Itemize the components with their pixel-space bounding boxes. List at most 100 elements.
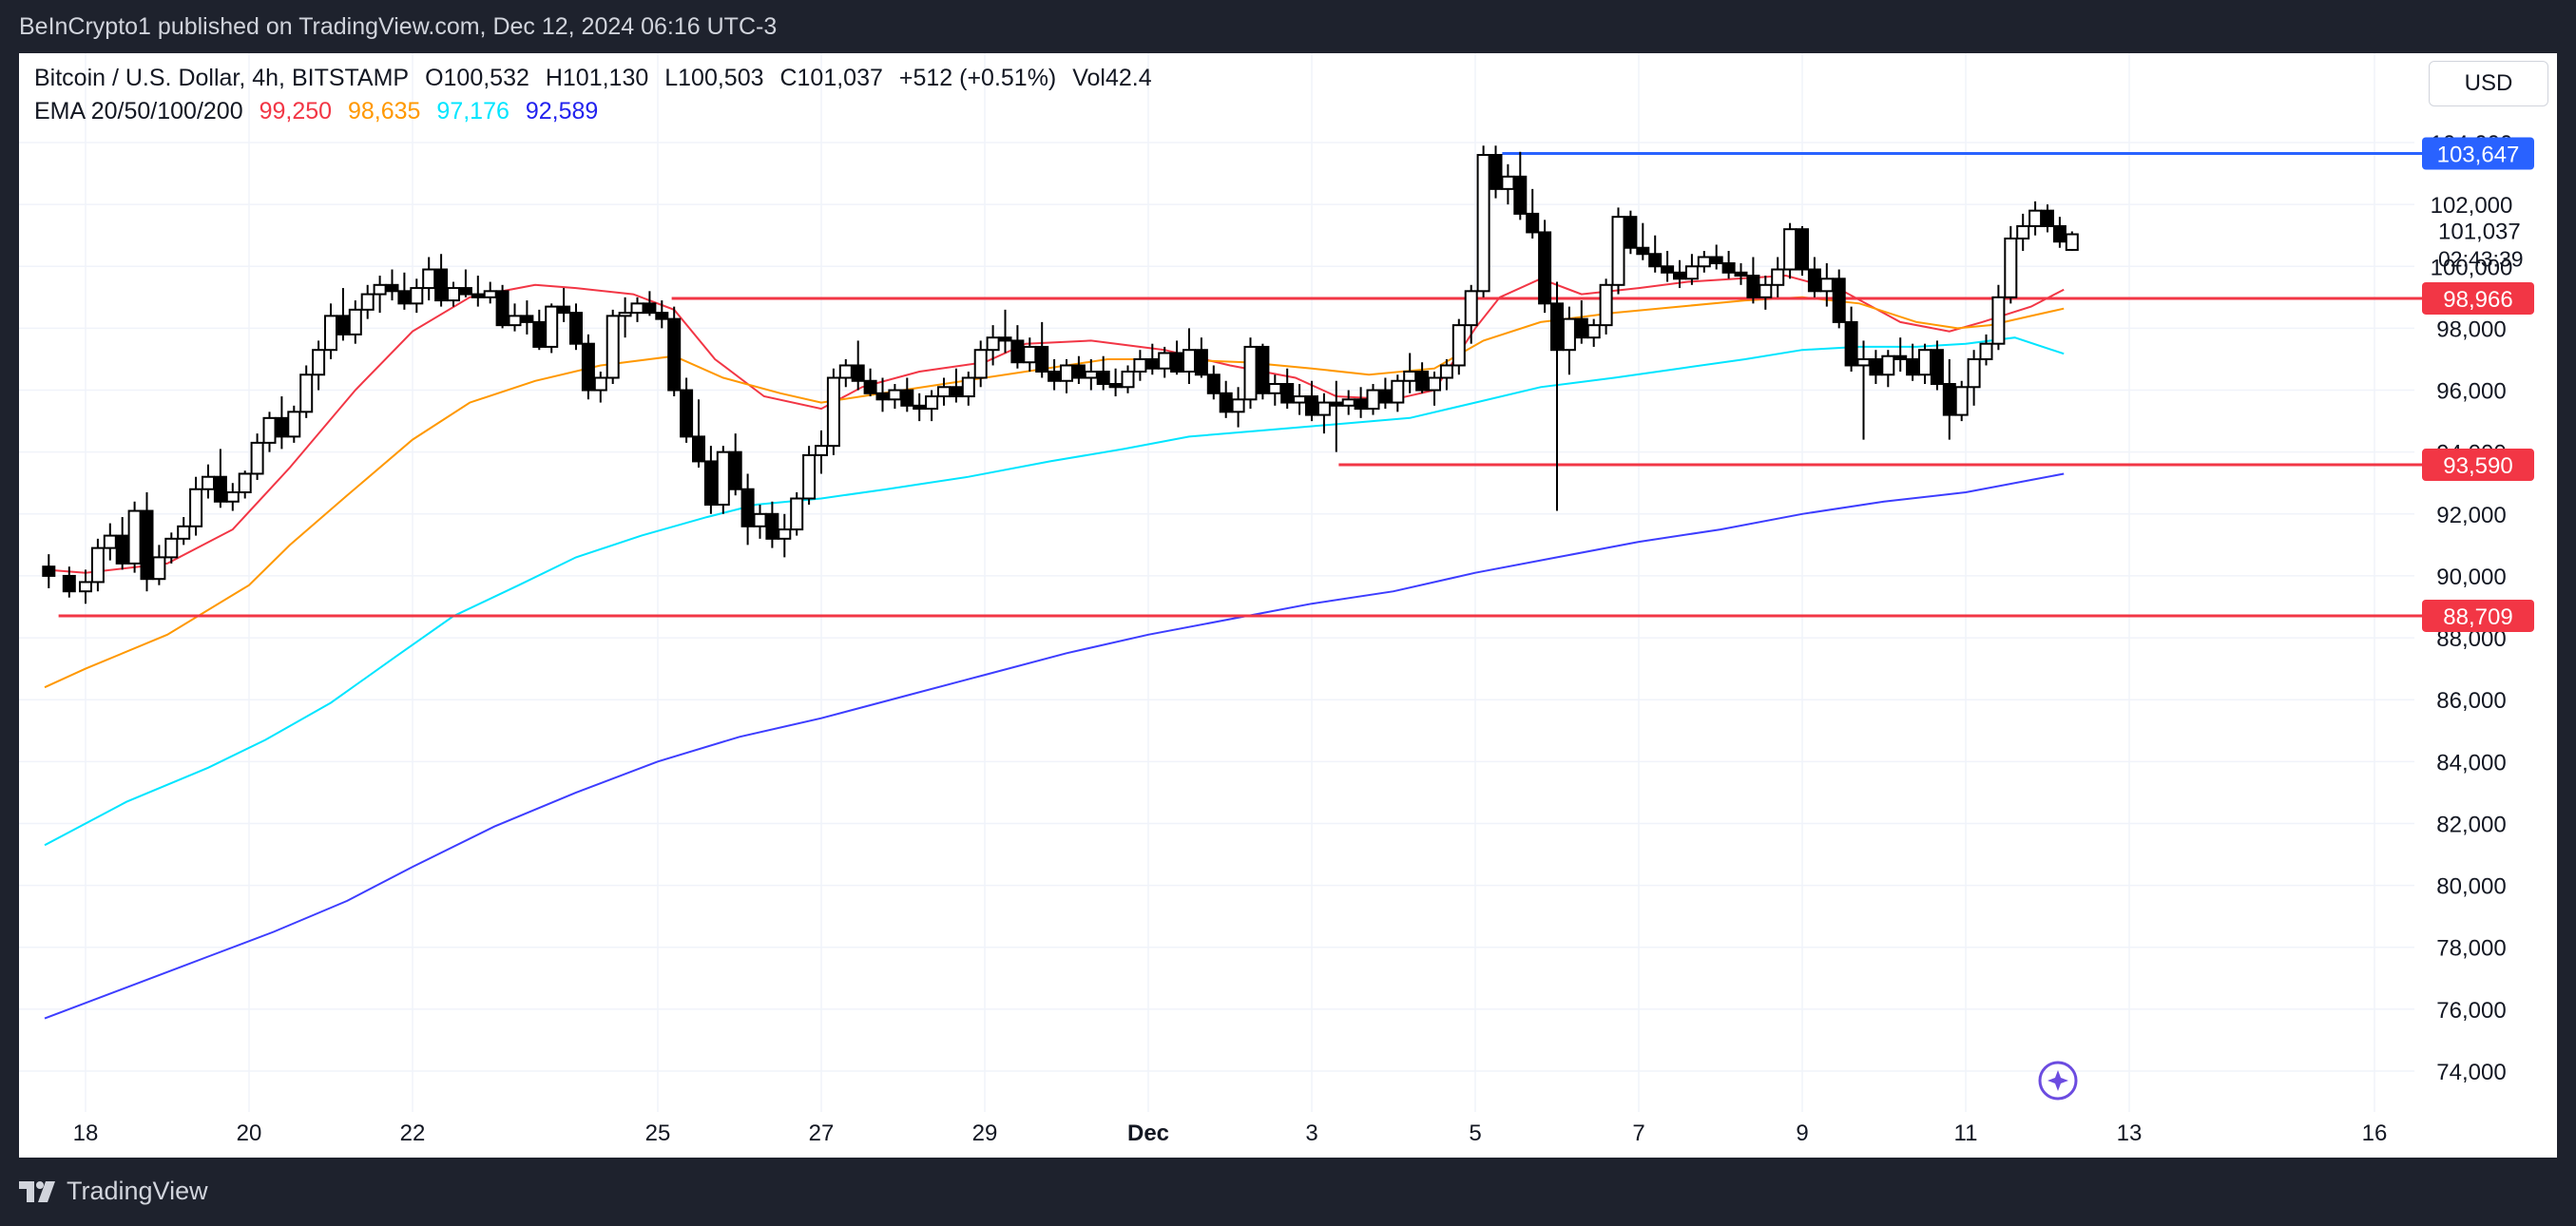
candle	[373, 276, 387, 314]
candle	[1684, 254, 1699, 285]
candle	[1538, 220, 1552, 314]
candle	[1550, 281, 1564, 511]
candle	[495, 284, 509, 329]
candle	[2028, 201, 2043, 236]
candle	[1096, 355, 1110, 391]
currency-button[interactable]: USD	[2429, 61, 2548, 106]
candle	[177, 517, 191, 546]
candle	[815, 430, 828, 474]
candle	[1979, 334, 1993, 366]
candle	[1894, 337, 1908, 372]
price-badges: 103,647 98,966 93,590 88,709	[2422, 137, 2534, 632]
candle	[1108, 368, 1123, 397]
ema200-value: 92,589	[525, 98, 599, 125]
y-axis: 74,000 76,000 78,000 80,000 82,000 84,000 86,0…	[2431, 131, 2524, 1085]
chart-panel[interactable]	[19, 53, 2557, 1158]
ema-line	[44, 472, 2065, 1020]
candle	[1881, 350, 1895, 388]
publisher-bar: BeInCrypto1 published on TradingView.com…	[0, 0, 2576, 53]
candle	[2065, 231, 2079, 251]
star-icon[interactable]	[2038, 1061, 2078, 1101]
candle	[1206, 365, 1221, 400]
candle	[103, 523, 117, 561]
x-tick-label: 18	[73, 1121, 99, 1146]
level-badge: 103,647	[2422, 137, 2534, 170]
candle	[643, 291, 657, 316]
publisher-text: BeInCrypto1 published on TradingView.com…	[19, 13, 778, 40]
x-tick-label: 11	[1954, 1121, 1978, 1146]
candle	[888, 384, 902, 410]
y-tick-label: 102,000	[2431, 193, 2513, 219]
level-badge: 93,590	[2422, 449, 2534, 482]
x-tick-label: 3	[1305, 1121, 1317, 1146]
candle	[630, 297, 644, 322]
candle	[973, 340, 988, 388]
y-tick-label: 80,000	[2436, 874, 2506, 900]
candle	[925, 390, 939, 422]
candle	[961, 371, 975, 406]
ema20-value: 99,250	[259, 98, 333, 125]
candle	[790, 492, 804, 536]
candle	[1661, 250, 1675, 282]
candle	[998, 309, 1012, 354]
candle	[483, 281, 497, 304]
y-tick-label: 74,000	[2436, 1060, 2506, 1085]
candle	[1023, 337, 1037, 372]
candle	[1084, 358, 1098, 391]
candle	[90, 538, 105, 592]
candle	[115, 517, 129, 570]
change-value: +512 (+0.51%)	[898, 65, 1057, 91]
candle	[1648, 235, 1663, 273]
candle	[692, 399, 705, 468]
candle	[1071, 355, 1086, 385]
candle	[1170, 340, 1184, 375]
tradingview-brand[interactable]: TradingView	[19, 1177, 208, 1206]
candle	[753, 505, 767, 539]
candle	[1219, 380, 1233, 418]
ema50-value: 98,635	[348, 98, 421, 125]
candle	[127, 501, 142, 573]
candle	[802, 446, 817, 506]
candle	[238, 470, 252, 499]
candle	[1048, 358, 1062, 391]
candle	[2052, 217, 2067, 248]
candle	[152, 545, 166, 585]
candle	[42, 554, 56, 588]
ema-line	[44, 274, 2065, 574]
candle	[532, 309, 547, 351]
symbol-label[interactable]: Bitcoin / U.S. Dollar, 4h, BITSTAMP	[34, 65, 410, 91]
x-tick-label: Dec	[1127, 1121, 1169, 1146]
y-tick-label: 96,000	[2436, 379, 2506, 405]
brand-name: TradingView	[67, 1177, 208, 1205]
ema-label[interactable]: EMA 20/50/100/200	[34, 98, 243, 125]
candle	[385, 269, 399, 301]
candle	[1268, 374, 1282, 406]
candle	[1967, 350, 1981, 406]
candle	[1329, 380, 1343, 452]
candle	[189, 476, 203, 536]
y-tick-label: 76,000	[2436, 998, 2506, 1024]
candle	[1611, 207, 1625, 295]
candle	[1624, 210, 1638, 255]
candle	[703, 446, 718, 514]
candle	[1476, 145, 1490, 297]
last-price-label: 101,037	[2438, 219, 2521, 244]
candle	[275, 396, 289, 450]
candle	[1771, 257, 1785, 297]
y-tick-label: 92,000	[2436, 503, 2506, 528]
candle	[1121, 365, 1135, 393]
candle	[62, 566, 76, 598]
candle	[838, 358, 853, 388]
candle	[422, 257, 436, 301]
candle	[1464, 284, 1478, 344]
candle	[1293, 384, 1307, 415]
level-lines	[58, 151, 2422, 618]
candle	[680, 377, 694, 443]
y-tick-label: 84,000	[2436, 750, 2506, 776]
level-badge-label: 103,647	[2437, 142, 2520, 167]
y-tick-label: 86,000	[2436, 688, 2506, 714]
candle	[348, 300, 362, 344]
candle	[79, 569, 92, 604]
x-tick-label: 7	[1632, 1121, 1644, 1146]
